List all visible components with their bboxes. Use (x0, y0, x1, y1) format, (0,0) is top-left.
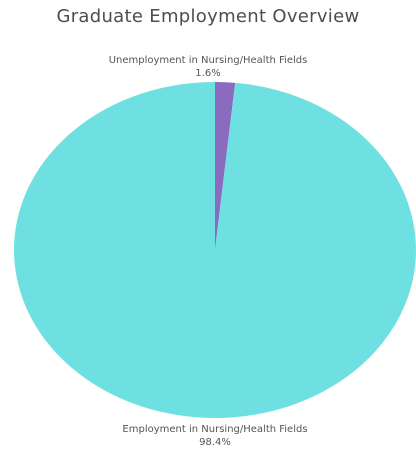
slice-label-unemployment: Unemployment in Nursing/Health Fields 1.… (0, 54, 416, 80)
chart-title: Graduate Employment Overview (56, 6, 360, 27)
slice-value-employment: 98.4% (199, 437, 231, 448)
pie-slice-employment (13, 82, 416, 419)
slice-label-employment: Employment in Nursing/Health Fields 98.4… (0, 423, 416, 449)
slice-name-employment: Employment in Nursing/Health Fields (122, 424, 308, 435)
pie-slice-unemployment (215, 82, 236, 250)
slice-name-unemployment: Unemployment in Nursing/Health Fields (108, 55, 308, 66)
slice-value-unemployment: 1.6% (195, 68, 221, 79)
